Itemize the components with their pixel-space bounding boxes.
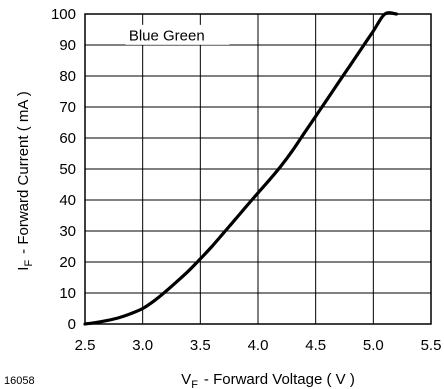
x-axis-symbol: V <box>181 371 191 388</box>
y-tick-label: 20 <box>59 254 76 271</box>
x-axis-text: - Forward Voltage ( V ) <box>204 371 355 388</box>
y-axis-symbol: I <box>15 267 32 271</box>
y-tick-label: 10 <box>59 285 76 302</box>
grid-lines <box>85 14 431 324</box>
y-tick-label: 0 <box>68 316 76 333</box>
figure-id: 16058 <box>4 375 35 387</box>
x-tick-label: 4.5 <box>305 337 326 354</box>
y-tick-label: 40 <box>59 192 76 209</box>
x-tick-labels: 2.5 3.0 3.5 4.0 4.5 5.0 5.5 <box>75 337 442 354</box>
x-tick-label: 2.5 <box>75 337 96 354</box>
y-tick-label: 50 <box>59 161 76 178</box>
y-axis-title: IF - Forward Current ( mA ) <box>15 91 35 270</box>
x-tick-label: 5.5 <box>421 337 442 354</box>
series-label: Blue Green <box>129 27 205 44</box>
plot-frame <box>84 13 432 325</box>
y-tick-label: 90 <box>59 37 76 54</box>
series-label-background <box>125 24 230 45</box>
x-tick-label: 3.0 <box>132 337 153 354</box>
y-tick-label: 60 <box>59 130 76 147</box>
x-tick-label: 3.5 <box>190 337 211 354</box>
y-tick-label: 70 <box>59 99 76 116</box>
y-tick-labels: 0 10 20 30 40 50 60 70 80 90 100 <box>51 6 76 333</box>
y-axis-text: - Forward Current ( mA ) <box>15 91 32 254</box>
y-tick-label: 100 <box>51 6 76 23</box>
y-tick-label: 80 <box>59 68 76 85</box>
series-label-group: Blue Green <box>125 24 230 45</box>
x-axis-subscript: F <box>191 379 198 389</box>
x-tick-label: 4.0 <box>248 337 269 354</box>
y-axis-subscript: F <box>23 260 35 267</box>
series-line <box>83 11 398 326</box>
x-axis-title: VF - Forward Voltage ( V ) <box>181 371 355 389</box>
x-tick-label: 5.0 <box>363 337 384 354</box>
y-tick-label: 30 <box>59 223 76 240</box>
series-layer <box>83 11 398 326</box>
